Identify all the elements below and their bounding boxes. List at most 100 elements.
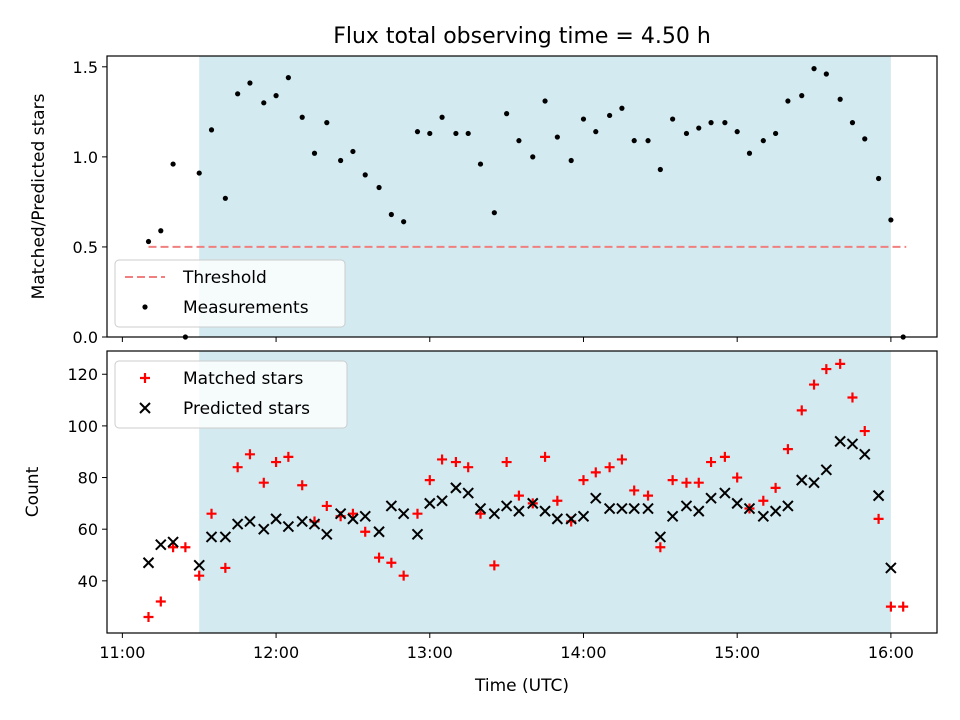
matched-star-point xyxy=(681,477,692,488)
matched-star-point xyxy=(143,611,154,622)
matched-star-point xyxy=(386,557,397,568)
measurement-point xyxy=(427,130,433,137)
predicted-star-point xyxy=(603,502,616,515)
measurement-point xyxy=(439,114,445,120)
y-tick-label: 60 xyxy=(78,520,98,539)
matched-star-point xyxy=(629,485,640,496)
predicted-star-point xyxy=(474,502,487,515)
legend: Matched stars Predicted stars xyxy=(114,360,348,429)
measurement-point xyxy=(657,166,663,173)
predicted-star-point xyxy=(680,500,693,512)
measurement-point xyxy=(222,195,228,201)
measurement-point xyxy=(196,170,202,176)
predicted-star-point xyxy=(654,531,667,543)
measurement-point xyxy=(516,138,522,144)
measurement-point xyxy=(530,154,536,160)
measurement-point xyxy=(350,148,356,155)
measurement-point xyxy=(734,129,740,135)
predicted-star-point xyxy=(193,559,205,572)
matched-star-point xyxy=(398,570,409,581)
measurement-point xyxy=(593,129,599,135)
predicted-star-point xyxy=(628,502,640,515)
measurement-point xyxy=(158,228,164,234)
predicted-star-point xyxy=(693,505,705,517)
predicted-star-point xyxy=(385,500,398,512)
legend-predicted-swatch xyxy=(139,402,151,414)
matched-star-point xyxy=(194,570,205,581)
predicted-star-point xyxy=(859,448,871,461)
measurement-point xyxy=(376,184,382,191)
measurement-point xyxy=(580,116,587,122)
measurement-point xyxy=(362,172,368,178)
matched-star-point xyxy=(859,426,870,437)
x-tick-label: 12:00 xyxy=(253,643,299,662)
y-tick-label: 1.5 xyxy=(73,58,98,77)
predicted-star-point xyxy=(359,510,371,522)
matched-star-point xyxy=(437,454,448,465)
predicted-star-point xyxy=(258,523,270,535)
predicted-star-point xyxy=(757,510,770,522)
predicted-star-point xyxy=(334,507,347,520)
matched-star-point xyxy=(347,508,358,519)
predicted-star-point xyxy=(642,502,654,515)
matched-star-point xyxy=(180,542,191,553)
predicted-star-point xyxy=(527,497,539,510)
predicted-star-point xyxy=(308,518,321,530)
measurement-point xyxy=(170,161,176,167)
predicted-star-point xyxy=(270,513,282,525)
measurement-point xyxy=(208,127,215,133)
matched-star-point xyxy=(821,364,832,375)
matched-star-point xyxy=(719,451,730,462)
plot-frame xyxy=(106,55,938,338)
predicted-star-point xyxy=(167,536,179,548)
plot-frame xyxy=(106,350,938,634)
measurement-point xyxy=(607,112,613,119)
measurement-point xyxy=(823,71,829,77)
measurement-point xyxy=(619,105,625,111)
predicted-star-point xyxy=(719,487,731,499)
matched-star-point xyxy=(297,480,308,491)
matched-star-point xyxy=(643,490,654,501)
matched-star-point xyxy=(578,475,589,486)
measurement-point xyxy=(837,96,843,102)
y-tick-label: 120 xyxy=(67,365,98,384)
matched-star-point xyxy=(489,560,500,571)
predicted-star-point xyxy=(539,505,551,517)
predicted-star-point xyxy=(769,505,782,517)
predicted-star-point xyxy=(155,538,167,551)
measurement-point xyxy=(261,100,267,106)
predicted-star-point xyxy=(551,513,564,525)
y-tick-label: 0.0 xyxy=(73,328,98,347)
measurement-point xyxy=(338,157,344,164)
measurement-point xyxy=(773,130,779,137)
predicted-star-point xyxy=(373,526,385,538)
measurement-point xyxy=(285,75,291,81)
measurement-point xyxy=(708,120,714,126)
predicted-star-point xyxy=(872,489,885,502)
measurement-point xyxy=(670,116,676,122)
predicted-star-point xyxy=(796,474,808,486)
matched-star-point xyxy=(885,601,896,612)
matched-star-point xyxy=(283,451,294,462)
matched-star-point xyxy=(732,472,743,483)
measurement-point xyxy=(477,161,484,167)
matched-star-point xyxy=(206,508,217,519)
measurement-point xyxy=(746,150,753,156)
measurement-point xyxy=(722,120,728,126)
predicted-star-point xyxy=(565,513,577,525)
predicted-star-point xyxy=(666,510,679,522)
matched-star-point xyxy=(168,542,179,553)
legend-box xyxy=(114,360,348,429)
predicted-star-point xyxy=(397,507,410,520)
predicted-star-point xyxy=(577,510,590,522)
measurement-point xyxy=(554,134,560,140)
predicted-star-point xyxy=(488,507,501,520)
matched-star-point xyxy=(667,475,678,486)
measurement-point xyxy=(465,130,471,137)
measurement-point xyxy=(414,129,421,135)
predicted-star-point xyxy=(885,562,897,574)
matched-star-point xyxy=(590,467,601,478)
matched-star-point xyxy=(758,495,769,506)
legend-label: Predicted stars xyxy=(183,399,310,419)
legend-box xyxy=(114,259,346,328)
